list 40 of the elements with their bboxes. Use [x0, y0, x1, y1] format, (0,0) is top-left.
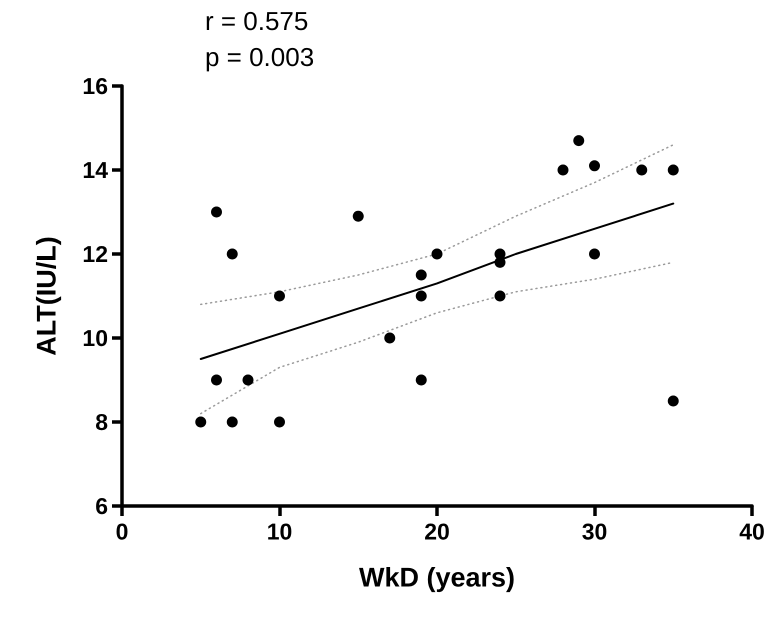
- point: [211, 374, 222, 386]
- point: [494, 290, 506, 302]
- text: p = 0.003: [205, 42, 314, 72]
- point: [494, 256, 506, 268]
- y-tick-label: 16: [82, 73, 108, 99]
- y-tick-label: 8: [95, 409, 108, 435]
- point: [242, 374, 254, 386]
- y-tick-label: 10: [82, 325, 108, 351]
- x-tick-label: 20: [424, 518, 450, 544]
- point: [416, 374, 427, 386]
- text: r = 0.575: [205, 6, 308, 36]
- point: [211, 206, 222, 218]
- point: [384, 332, 396, 344]
- point: [636, 164, 648, 176]
- x-tick-label: 0: [116, 518, 128, 544]
- point: [558, 164, 568, 176]
- x-tick-label: 30: [582, 518, 608, 544]
- point: [195, 416, 206, 428]
- y-tick-label: 6: [95, 493, 108, 519]
- x-axis-title: WkD (years): [358, 562, 516, 592]
- y-tick-label: 12: [82, 241, 108, 267]
- point: [589, 248, 600, 260]
- x-tick-label: 10: [266, 518, 292, 544]
- point: [226, 416, 238, 428]
- line-series: [200, 202, 674, 360]
- y-axis-title: ALT(IU/L): [32, 236, 62, 356]
- point: [226, 248, 238, 260]
- x-tick-label: 40: [739, 518, 765, 544]
- point: [589, 160, 600, 172]
- point: [573, 135, 584, 146]
- point: [668, 164, 679, 176]
- line-series: [200, 144, 674, 306]
- y-tick-label: 14: [82, 157, 108, 183]
- point: [274, 290, 285, 302]
- point: [432, 248, 442, 260]
- point: [274, 416, 285, 428]
- point: [668, 396, 679, 406]
- point: [352, 210, 364, 222]
- point: [416, 270, 427, 280]
- point: [416, 290, 427, 302]
